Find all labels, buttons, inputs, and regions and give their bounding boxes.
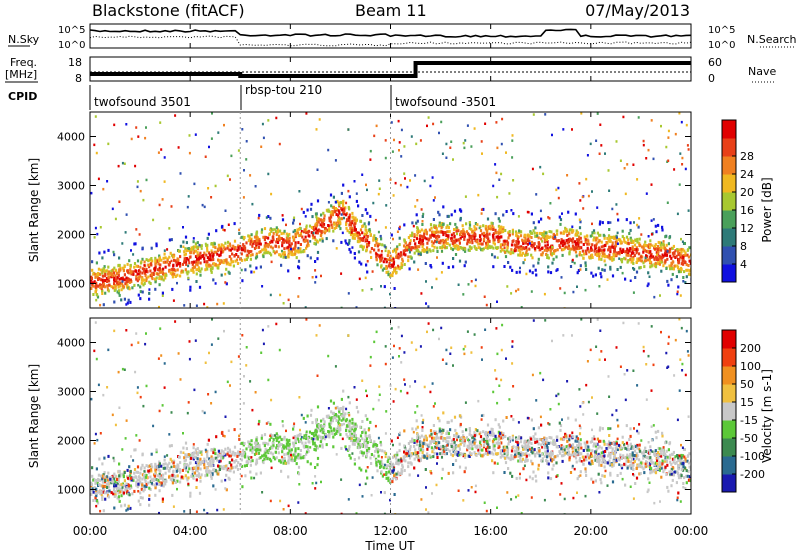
velocity-colorbar-swatch (722, 438, 736, 457)
power-ytick-label: 1000 (57, 278, 85, 291)
velocity-colorbar-tick-label: 100 (740, 360, 761, 373)
time-axis: 00:00 04:00 08:00 12:00 16:00 20:00 00:00 (73, 24, 709, 538)
velocity-ylabel: Slant Range [km] (27, 364, 41, 468)
velocity-colorbar-tick-label: -100 (740, 450, 765, 463)
velocity-ytick-label: 4000 (57, 337, 85, 350)
power-colorbar-swatch (722, 192, 736, 211)
noise-tick-top-right: 10^5 (708, 25, 735, 36)
beam-title: Beam 11 (355, 1, 427, 20)
time-tick-label: 12:00 (373, 524, 408, 538)
power-colorbar-swatch (722, 174, 736, 193)
noise-search-label: N.Search (747, 33, 797, 46)
power-colorbar-swatch (722, 156, 736, 175)
velocity-ytick-label: 3000 (57, 386, 85, 399)
noise-panel: N.Sky 10^5 10^0 10^5 10^0 N.Search (8, 23, 797, 51)
cpid-label: CPID (8, 90, 37, 103)
nave-tick-60: 60 (708, 56, 722, 69)
velocity-panel: 1000 2000 3000 4000 Slant Range [km] (27, 317, 692, 515)
freq-unit-label: [MHz] (5, 68, 37, 81)
time-tick-label: 16:00 (473, 524, 508, 538)
freq-label: Freq. (10, 56, 37, 69)
power-ytick-label: 2000 (57, 229, 85, 242)
power-panel: 1000 2000 3000 4000 Slant Range [km] (27, 111, 692, 309)
velocity-colorbar: 200 100 50 15 -15 -50 -100 -200 (721, 329, 765, 493)
power-heatmap (90, 112, 691, 308)
freq-tick-8: 8 (75, 72, 82, 85)
velocity-colorbar-tick-label: 50 (740, 378, 754, 391)
power-colorbar-tick-label: 20 (740, 186, 754, 199)
time-axis-label: Time UT (364, 539, 415, 553)
power-ylabel: Slant Range [km] (27, 158, 41, 262)
velocity-ytick-label: 1000 (57, 484, 85, 497)
velocity-colorbar-tick-label: 15 (740, 396, 754, 409)
power-ytick-label: 3000 (57, 180, 85, 193)
velocity-colorbar-label: Velocity [m s-1] (760, 369, 774, 463)
power-colorbar-swatch (722, 246, 736, 265)
power-colorbar-label: Power [dB] (760, 177, 774, 242)
power-colorbar-tick-label: 12 (740, 222, 754, 235)
power-colorbar-tick-label: 24 (740, 168, 754, 181)
velocity-colorbar-swatch (722, 348, 736, 367)
power-colorbar-tick-label: 4 (740, 258, 747, 271)
velocity-colorbar-swatch (722, 384, 736, 403)
velocity-colorbar-swatch (722, 330, 736, 349)
power-colorbar-swatch (722, 120, 736, 139)
noise-sky-line (89, 28, 692, 38)
cpid-segment-2: rbsp-tou 210 (245, 83, 322, 97)
time-tick-label: 20:00 (574, 524, 609, 538)
noise-tick-top-left: 10^5 (58, 25, 85, 36)
velocity-colorbar-tick-label: -15 (740, 414, 758, 427)
velocity-colorbar-swatch (722, 402, 736, 421)
cpid-panel: CPID twofsound 3501 rbsp-tou 210 twofsou… (8, 83, 496, 110)
nave-label: Nave (748, 65, 776, 78)
nave-tick-0: 0 (708, 72, 715, 85)
noise-tick-bottom-right: 10^0 (708, 40, 735, 51)
velocity-ytick-label: 2000 (57, 435, 85, 448)
noise-sky-label: N.Sky (8, 33, 40, 46)
cpid-segment-1: twofsound 3501 (94, 95, 191, 109)
velocity-heatmap (90, 318, 691, 514)
power-ytick-label: 4000 (57, 131, 85, 144)
freq-tick-18: 18 (68, 56, 82, 69)
power-colorbar-swatch (722, 264, 736, 283)
noise-tick-bottom-left: 10^0 (58, 40, 85, 51)
cpid-segment-3: twofsound -3501 (395, 95, 496, 109)
velocity-colorbar-tick-label: -200 (740, 468, 765, 481)
time-tick-label: 00:00 (674, 524, 709, 538)
velocity-colorbar-tick-label: 200 (740, 342, 761, 355)
velocity-y-axis: 1000 2000 3000 4000 (57, 337, 691, 497)
station-title: Blackstone (fitACF) (92, 1, 245, 20)
power-colorbar-swatch (722, 228, 736, 247)
velocity-colorbar-swatch (722, 474, 736, 493)
time-tick-label: 00:00 (73, 524, 108, 538)
velocity-colorbar-swatch (722, 456, 736, 475)
power-colorbar-tick-label: 8 (740, 240, 747, 253)
date-title: 07/May/2013 (585, 1, 690, 20)
power-colorbar-swatch (722, 210, 736, 229)
time-tick-label: 08:00 (273, 524, 308, 538)
frequency-line (90, 61, 691, 78)
time-tick-label: 04:00 (173, 524, 208, 538)
power-y-axis: 1000 2000 3000 4000 (57, 131, 691, 291)
power-colorbar-tick-label: 28 (740, 150, 754, 163)
velocity-colorbar-swatch (722, 366, 736, 385)
velocity-colorbar-tick-label: -50 (740, 432, 758, 445)
velocity-colorbar-swatch (722, 420, 736, 439)
power-colorbar-tick-label: 16 (740, 204, 754, 217)
power-colorbar: 4 8 12 16 20 24 28 (721, 119, 754, 283)
power-colorbar-swatch (722, 138, 736, 157)
